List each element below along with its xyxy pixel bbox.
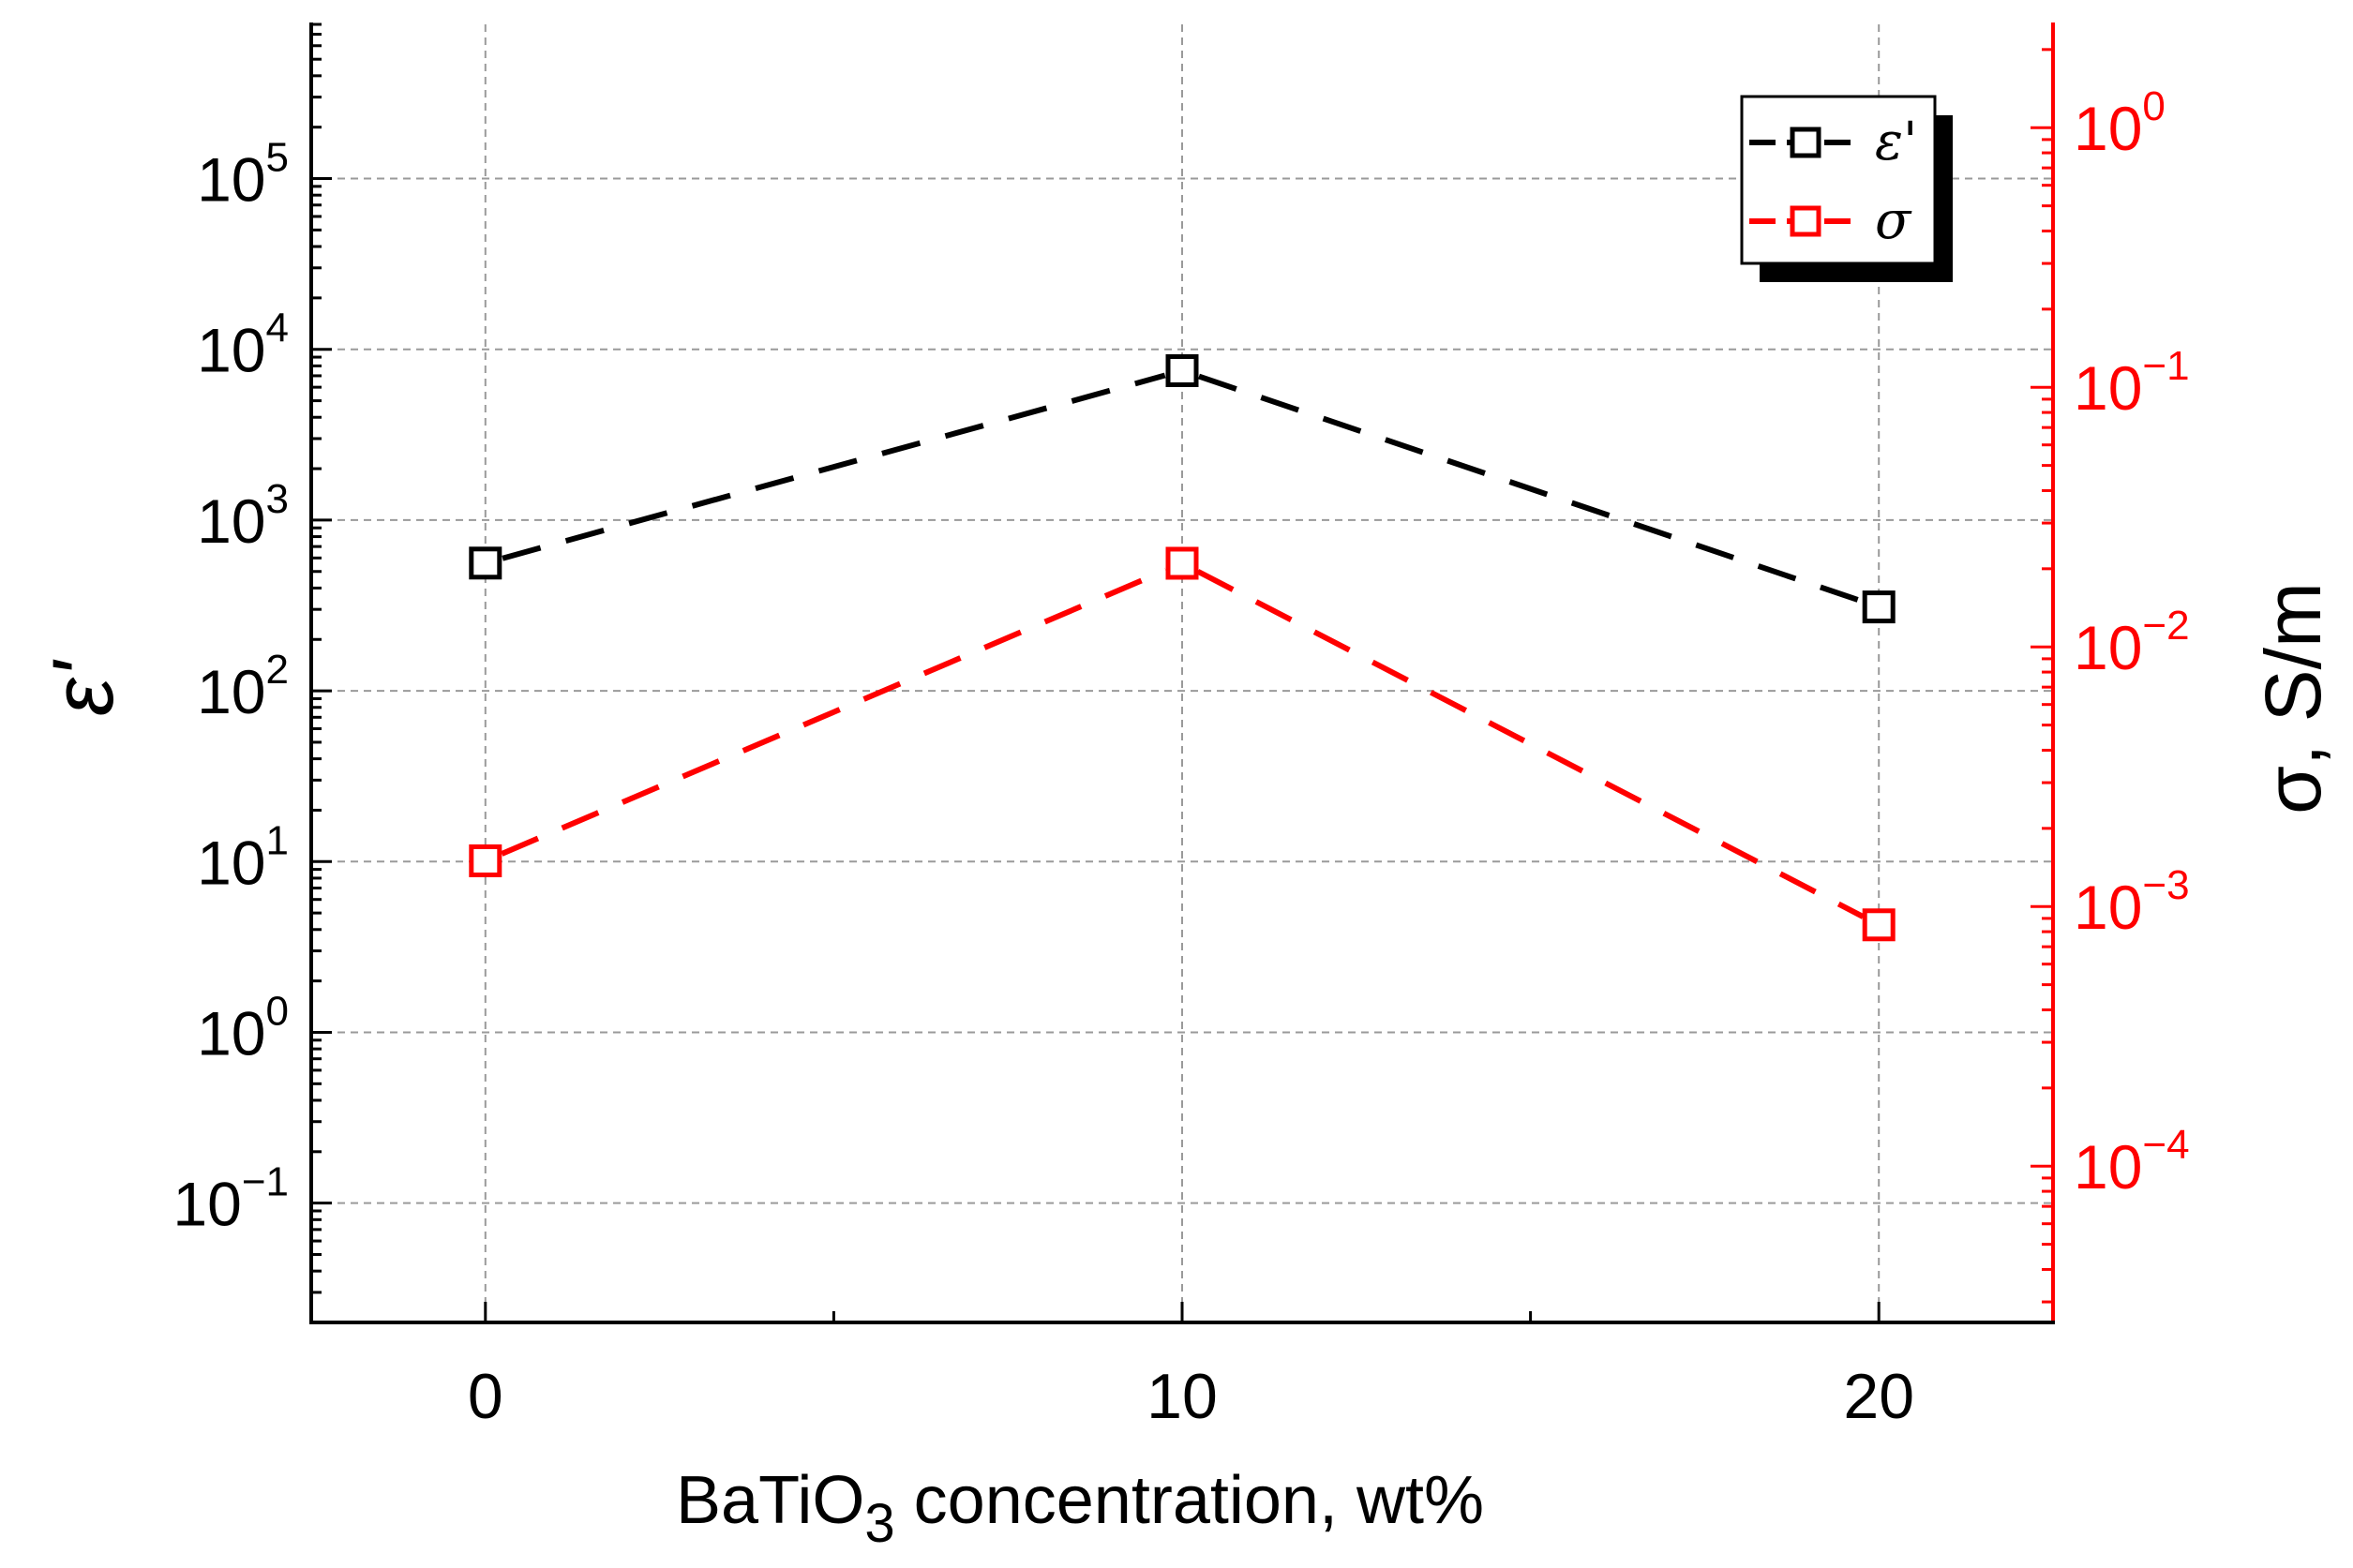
- legend-entry: σ: [1749, 190, 1912, 251]
- left-tick-label: 101: [197, 817, 289, 897]
- series-line-segment: [502, 372, 1166, 561]
- data-point-marker: [1165, 353, 1199, 387]
- x-tick-label: 10: [1147, 1361, 1218, 1432]
- right-tick-label: 10−3: [2074, 862, 2190, 942]
- legend-entry: ε': [1749, 112, 1917, 172]
- legend-box: [1740, 95, 1937, 265]
- legend-entries: ε' σ: [1749, 112, 1917, 251]
- x-axis-title-suffix: concentration, wt%: [895, 1463, 1484, 1538]
- left-tick-label: 100: [197, 988, 289, 1068]
- data-point-marker: [1862, 908, 1896, 942]
- series-sigma: [469, 546, 1896, 942]
- legend-marker: [1790, 127, 1821, 158]
- right-tick-label: 10−1: [2074, 343, 2190, 423]
- legend-label: σ: [1875, 190, 1912, 251]
- left-tick-label: 102: [197, 647, 289, 726]
- left-tick-label: 105: [197, 135, 289, 215]
- x-axis-title-prefix: BaTiO: [676, 1463, 864, 1538]
- x-axis-title: BaTiO3 concentration, wt%: [676, 1463, 1484, 1554]
- x-tick-label: 20: [1843, 1361, 1914, 1432]
- series-line-segment: [1196, 569, 1865, 919]
- legend-marker: [1790, 205, 1821, 237]
- data-point-marker: [1862, 590, 1896, 624]
- left-tick-label: 103: [197, 476, 289, 556]
- right-tick-label: 10−2: [2074, 603, 2190, 682]
- x-axis-title-subscript: 3: [864, 1493, 894, 1554]
- right-tick-label: 100: [2074, 83, 2166, 163]
- legend-label: ε': [1875, 112, 1917, 172]
- right-tick-label: 10−4: [2074, 1122, 2190, 1202]
- series-line-segment: [501, 567, 1167, 857]
- left-tick-label: 10−1: [172, 1159, 289, 1239]
- data-point-marker: [469, 546, 502, 580]
- axes: [309, 22, 2055, 1324]
- left-axis-title: ε': [36, 659, 131, 716]
- series-epsilon: [469, 353, 1896, 624]
- left-tick-label: 104: [197, 306, 289, 385]
- legend: ε' σ: [1740, 95, 1953, 282]
- x-tick-label: 0: [468, 1361, 503, 1432]
- data-point-marker: [469, 844, 502, 877]
- data-point-marker: [1165, 546, 1199, 580]
- right-axis-title: σ, S/m: [2249, 582, 2337, 814]
- plot-data: [469, 353, 1896, 942]
- tick-labels: 10−110010110210310410510−410−310−210−110…: [172, 83, 2189, 1432]
- series-line-segment: [1198, 373, 1864, 605]
